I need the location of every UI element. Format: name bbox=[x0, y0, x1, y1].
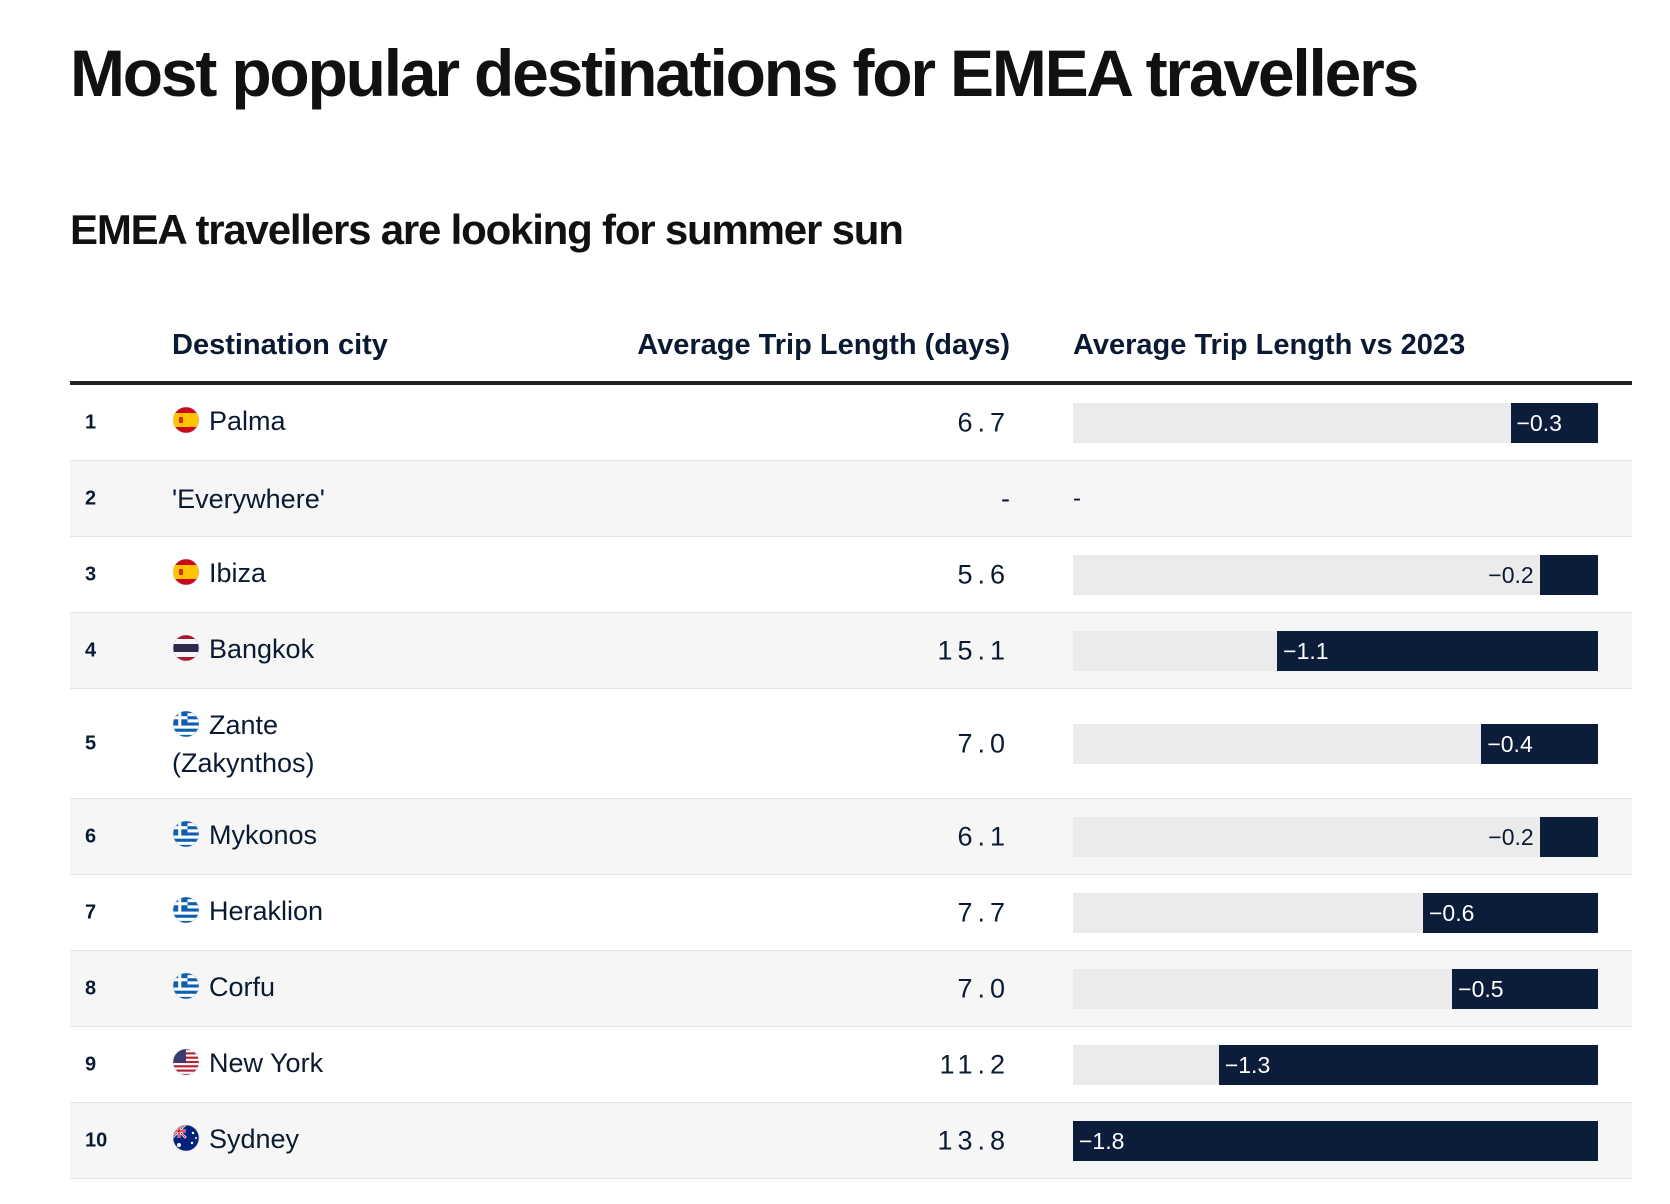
row-vs-cell: −0.2 bbox=[1073, 816, 1598, 857]
bar-data-label: −1.3 bbox=[1224, 1051, 1271, 1078]
row-trip-length: 6.7 bbox=[957, 407, 1010, 437]
row-vs-cell: −1.8 bbox=[1073, 1120, 1598, 1161]
row-trip-length: 15.1 bbox=[937, 635, 1010, 665]
greece-flag-icon bbox=[172, 710, 200, 746]
row-city: Heraklion bbox=[172, 894, 402, 932]
greece-flag-icon bbox=[172, 972, 200, 1008]
bar bbox=[1452, 968, 1598, 1009]
table-header: Destination city Average Trip Length (da… bbox=[70, 325, 1632, 385]
row-trip-length: 7.0 bbox=[957, 973, 1010, 1003]
row-city-name: Ibiza bbox=[209, 557, 267, 588]
table-row: 7 Heraklion 7.7 −0.6 bbox=[70, 875, 1632, 951]
bar-data-label: −0.5 bbox=[1458, 975, 1504, 1002]
bar-data-label: −1.1 bbox=[1283, 637, 1329, 664]
row-city-name: Corfu bbox=[209, 971, 276, 1002]
bar bbox=[1510, 402, 1598, 443]
greece-flag-icon bbox=[172, 896, 200, 932]
chart-subtitle: EMEA travellers are looking for summer s… bbox=[70, 206, 904, 253]
spain-flag-icon bbox=[172, 406, 200, 442]
row-city: New York bbox=[172, 1046, 402, 1084]
bar bbox=[1481, 723, 1598, 764]
row-city-name: 'Everywhere' bbox=[172, 483, 325, 514]
row-rank: 6 bbox=[85, 825, 97, 847]
page-title: Most popular destinations for EMEA trave… bbox=[70, 36, 1419, 110]
bar-data-label: −0.6 bbox=[1429, 899, 1475, 926]
row-vs-cell: −0.5 bbox=[1073, 968, 1598, 1009]
row-vs-empty: - bbox=[1073, 484, 1081, 512]
row-vs-cell: −0.6 bbox=[1073, 892, 1598, 933]
bar-data-label: −0.4 bbox=[1487, 730, 1533, 757]
row-city-name: New York bbox=[209, 1047, 324, 1078]
row-trip-length: 5.6 bbox=[957, 559, 1010, 589]
table-row: 5 Zante (Zakynthos) 7.0 −0.4 bbox=[70, 689, 1632, 799]
row-rank: 9 bbox=[85, 1053, 97, 1075]
row-trip-length: 11.2 bbox=[939, 1049, 1010, 1079]
row-city: Sydney bbox=[172, 1122, 402, 1160]
row-city: 'Everywhere' bbox=[172, 482, 402, 516]
row-trip-length: 6.1 bbox=[957, 821, 1010, 851]
thailand-flag-icon bbox=[172, 634, 200, 670]
spain-flag-icon bbox=[172, 558, 200, 594]
row-vs-cell: −1.3 bbox=[1073, 1044, 1598, 1085]
row-city: Corfu bbox=[172, 970, 402, 1008]
bar bbox=[1539, 816, 1598, 857]
table-row: 1 Palma 6.7 −0.3 bbox=[70, 385, 1632, 461]
bar-track bbox=[1073, 816, 1598, 857]
table-row: 6 Mykonos 6.1 −0.2 bbox=[70, 799, 1632, 875]
australia-flag-icon bbox=[172, 1124, 200, 1160]
row-city-name: Mykonos bbox=[209, 819, 318, 850]
table-row: 8 Corfu 7.0 −0.5 bbox=[70, 951, 1632, 1027]
row-city: Palma bbox=[172, 404, 402, 442]
row-rank: 3 bbox=[85, 563, 97, 585]
row-rank: 7 bbox=[85, 901, 97, 923]
table-body: 1 Palma 6.7 −0.3 2 'Everywhere' - - 3 Ibiza 5.6 −0.… bbox=[70, 385, 1632, 1179]
row-city-name: Palma bbox=[209, 405, 286, 436]
column-header-vs-2023: Average Trip Length vs 2023 bbox=[1073, 329, 1466, 361]
row-vs-cell: −0.4 bbox=[1073, 723, 1598, 764]
row-city: Zante (Zakynthos) bbox=[172, 708, 402, 780]
row-city-name: Sydney bbox=[209, 1123, 300, 1154]
bar bbox=[1218, 1044, 1598, 1085]
bar bbox=[1277, 630, 1598, 671]
row-trip-length: 7.0 bbox=[957, 728, 1010, 758]
column-header-city: Destination city bbox=[172, 329, 388, 361]
table-row: 4 Bangkok 15.1 −1.1 bbox=[70, 613, 1632, 689]
bar-data-label: −0.3 bbox=[1516, 409, 1562, 436]
bar-data-label: −0.2 bbox=[1488, 823, 1534, 850]
row-city: Ibiza bbox=[172, 556, 402, 594]
bar bbox=[1073, 1120, 1598, 1161]
bar-data-label: −1.8 bbox=[1079, 1127, 1125, 1154]
row-rank: 4 bbox=[85, 639, 97, 661]
row-rank: 5 bbox=[85, 732, 97, 754]
row-city-name: Zante (Zakynthos) bbox=[172, 709, 315, 778]
row-rank: 1 bbox=[85, 411, 97, 433]
bar-data-label: −0.2 bbox=[1488, 561, 1534, 588]
row-rank: 8 bbox=[85, 977, 97, 999]
row-trip-length: 13.8 bbox=[937, 1125, 1010, 1155]
row-rank: 2 bbox=[85, 487, 97, 509]
table-row: 2 'Everywhere' - - bbox=[70, 461, 1632, 537]
table-row: 3 Ibiza 5.6 −0.2 bbox=[70, 537, 1632, 613]
greece-flag-icon bbox=[172, 820, 200, 856]
table-row: 10 Sydney 13.8 −1.8 bbox=[70, 1103, 1632, 1179]
row-rank: 10 bbox=[85, 1129, 108, 1151]
row-city: Mykonos bbox=[172, 818, 402, 856]
row-vs-cell: −1.1 bbox=[1073, 630, 1598, 671]
column-header-trip-length: Average Trip Length (days) bbox=[637, 329, 1010, 361]
table-row: 9 New York 11.2 −1.3 bbox=[70, 1027, 1632, 1103]
row-city-name: Bangkok bbox=[209, 633, 315, 664]
row-city: Bangkok bbox=[172, 632, 402, 670]
row-trip-length: - bbox=[1001, 483, 1010, 513]
bar bbox=[1539, 554, 1598, 595]
destinations-table: Destination city Average Trip Length (da… bbox=[70, 325, 1632, 1179]
row-city-name: Heraklion bbox=[209, 895, 324, 926]
bar-track bbox=[1073, 554, 1598, 595]
row-vs-cell: −0.2 bbox=[1073, 554, 1598, 595]
bar bbox=[1423, 892, 1598, 933]
row-trip-length: 7.7 bbox=[957, 897, 1010, 927]
row-vs-cell: −0.3 bbox=[1073, 402, 1598, 443]
usa-flag-icon bbox=[172, 1048, 200, 1084]
